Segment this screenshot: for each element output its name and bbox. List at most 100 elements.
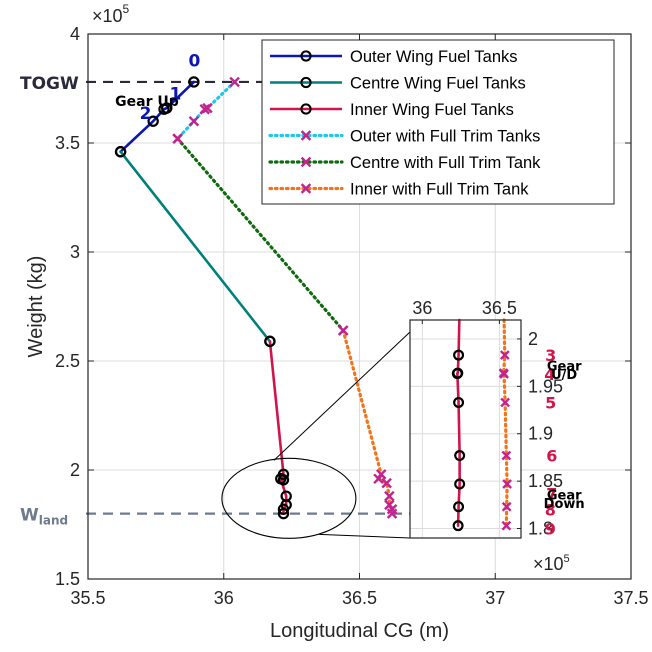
inset-y-exponent: ×105 [533,553,570,574]
reference-line-label-subscript: land [39,514,68,528]
inset-annotation-label: 6 [546,447,557,466]
data-point-cross [188,115,200,127]
x-tick-label: 36.5 [342,588,377,608]
data-point-circle [454,450,466,462]
inset-x-tick-label: 36.5 [482,298,517,318]
annotation-label: 1 [169,84,181,104]
data-point-cross [384,490,395,502]
series-line [456,318,461,527]
legend-box [261,39,615,205]
data-point-cross [199,103,210,115]
inset-annotation-label: 9 [545,520,556,539]
inset-annotation-label: Gear [547,488,582,503]
legend-entry-label: Outer with Full Trim Tanks [350,128,540,146]
y-tick-label: 2 [70,460,80,480]
inset-y-tick-label: 1.8 [528,519,553,539]
x-tick-label: 37.5 [613,588,648,608]
series-line [119,150,272,343]
inset-y-tick-label: 1.9 [528,424,553,444]
zoom-connector [318,533,411,539]
inset-frame [409,319,522,539]
inset-y-exponent-power: 5 [564,553,570,565]
data-point-circle [453,396,465,408]
data-point-circle [114,146,127,158]
y-exponent-power: 5 [123,2,130,16]
data-point-cross [499,369,509,379]
zoom-region [221,331,411,539]
series: Inner with Full Trim Tank [337,325,398,519]
y-tick-label: 2.5 [55,351,80,371]
data-point-circle [188,76,200,88]
data-point-cross [500,397,510,408]
inset-annotation-label: Down [544,497,585,512]
legend-entry-label: Centre Wing Fuel Tanks [350,75,526,93]
data-point-cross [501,450,512,461]
legend-marker-cross [300,183,312,194]
inset-annotation-label: 4 [544,365,555,384]
inset-y-tick-label: 1.85 [528,471,563,491]
zoom-connector [273,331,411,461]
data-point-circle [453,349,465,361]
inset-y-tick-label: 1.95 [528,376,563,396]
legend-marker-circle [300,76,312,89]
data-point-circle [147,115,159,127]
inset-annotation-label: Gear [547,360,582,375]
data-point-cross [501,501,512,512]
legend-marker-circle [300,103,312,115]
series: Inner Wing Fuel Tanks [264,335,292,520]
data-point-circle [452,520,464,532]
y-tick-label: 3.5 [55,133,80,153]
y-axis-label: Weight (kg) [25,256,47,358]
series: Outer Wing Fuel Tanks [114,76,200,158]
legend: Outer Wing Fuel Tanks Centre Wing Fuel Ta… [261,39,615,205]
y-tick-label: 3 [70,242,80,262]
data-point-circle [454,478,466,490]
data-point-cross [229,76,240,88]
data-point-cross [502,479,512,489]
data-point-circle [264,335,276,348]
data-point-cross [501,520,512,531]
legend-marker-circle [300,50,312,62]
data-point-cross [337,325,349,336]
data-point-cross [172,133,183,144]
data-point-cross [499,350,510,360]
y-tick-label: 1.5 [55,569,80,589]
y-tick-label: 4 [70,24,80,44]
legend-marker-cross [300,156,312,168]
inset-x-tick-label: 36 [412,298,432,318]
x-tick-label: 36 [214,588,234,608]
x-axis-label: Longitudinal CG (m) [270,620,449,642]
inset-annotation-label: 8 [545,501,556,520]
legend-entry-label: Centre with Full Trim Tank [350,154,541,172]
legend-entry-label: Inner Wing Fuel Tanks [350,101,514,119]
inset-series [451,318,466,532]
data-point-circle [451,368,463,380]
inset-series [498,318,512,531]
data-point-cross [373,473,384,484]
annotation-label: 2 [140,104,152,124]
data-point-circle [275,473,287,485]
data-point-circle [277,503,290,515]
data-point-cross [381,477,392,489]
main-axes: 35.5 36 36.5 37 37.51.522.533.54×105Longitud… [25,2,649,642]
inset-annotation-label: 3 [545,346,556,365]
inset-annotation-label: 7 [546,484,557,503]
data-point-cross [386,508,398,519]
data-point-circle [277,507,290,520]
x-tick-label: 37 [485,588,505,608]
series-line [119,80,196,154]
reference-line-label: TOGW [20,74,79,94]
legend-entry-label: Inner with Full Trim Tank [350,181,529,199]
x-tick-label: 35.5 [70,588,105,608]
annotation-label: Gear Up [115,94,179,110]
legend-marker-cross [300,130,312,141]
inset-annotation-label: 5 [545,393,556,412]
zoom-ellipse [221,457,357,539]
inset-y-tick-label: 2 [528,329,538,349]
series-line [175,137,345,333]
data-point-circle [158,103,170,115]
data-point-circle [453,501,465,513]
